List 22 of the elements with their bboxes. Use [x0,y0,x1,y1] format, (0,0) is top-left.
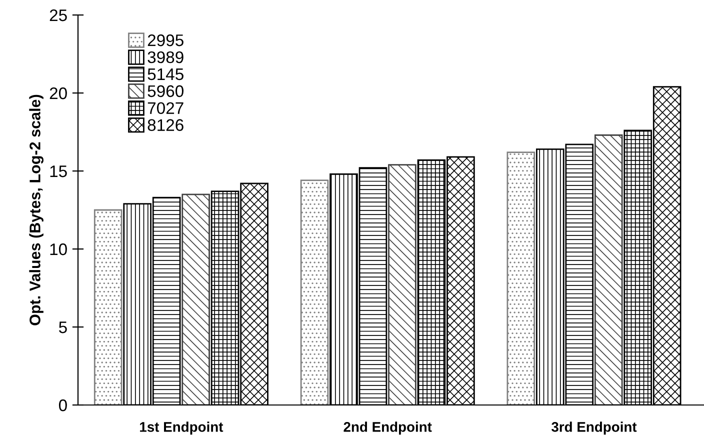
bar [300,180,329,405]
y-tick-label: 20 [50,87,67,100]
bar [388,164,416,405]
y-tick-label: 15 [50,166,67,178]
legend-label: 5145 [148,68,184,80]
bar [94,209,122,405]
x-tick-label: 3rd Endpoint [552,422,637,435]
x-tick-label: 2nd Endpoint [344,422,432,435]
legend-label: 7027 [148,102,184,114]
legend-label: 5960 [148,85,184,98]
bar [506,152,536,405]
x-tick-label: 1st Endpoint [140,422,224,435]
legend-label: 8126 [148,119,184,131]
y-tick-label: 25 [50,9,67,22]
y-axis-title: Opt. Values (Bytes, Log-2 scale) [29,94,44,326]
legend-label: 3989 [148,51,184,64]
y-tick-label: 10 [50,243,67,256]
bar [182,194,210,405]
bar [594,134,623,405]
y-tick-label: 0 [58,399,67,412]
legend-label: 2995 [148,34,184,46]
y-tick-label: 5 [58,322,67,334]
